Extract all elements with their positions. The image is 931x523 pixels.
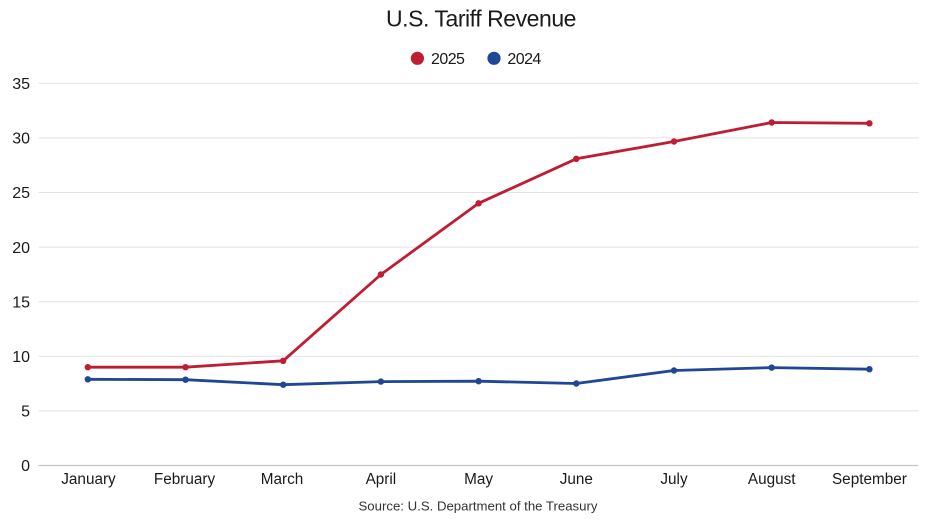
svg-text:September: September [832,471,907,488]
svg-text:20: 20 [12,240,30,257]
svg-text:August: August [748,471,796,488]
svg-text:February: February [154,471,216,488]
svg-text:2024: 2024 [507,51,541,68]
svg-text:March: March [261,471,304,488]
svg-text:25: 25 [12,185,30,202]
svg-text:10: 10 [12,349,30,366]
svg-text:May: May [464,471,493,488]
svg-text:15: 15 [12,294,30,311]
svg-text:July: July [660,471,688,488]
svg-text:5: 5 [21,404,30,421]
svg-text:January: January [61,471,116,488]
svg-text:April: April [366,471,397,488]
svg-text:U.S. Tariff Revenue: U.S. Tariff Revenue [386,6,576,32]
svg-text:2025: 2025 [431,51,465,68]
svg-text:35: 35 [12,76,30,93]
svg-text:Source: U.S. Department of the: Source: U.S. Department of the Treasury [359,499,598,514]
svg-text:30: 30 [12,131,30,148]
svg-text:June: June [560,471,593,488]
svg-text:0: 0 [21,458,30,475]
